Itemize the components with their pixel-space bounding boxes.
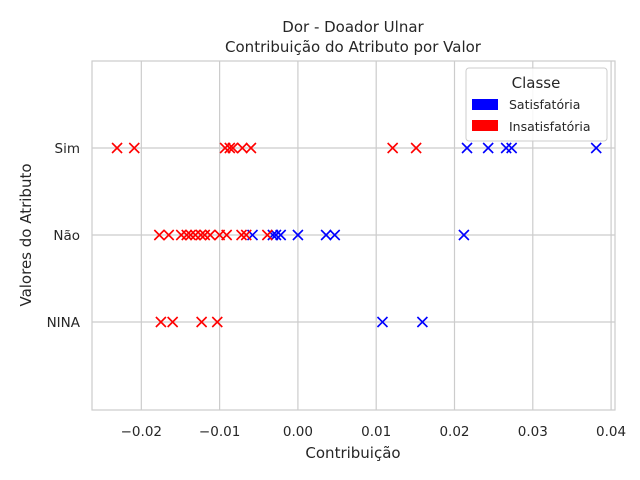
y-tick-label: Não xyxy=(53,228,80,244)
data-point-insatisfatoria xyxy=(111,142,123,154)
x-tick-label: 0.00 xyxy=(283,424,313,440)
chart-subtitle: Contribuição do Atributo por Valor xyxy=(225,38,482,56)
data-point-insatisfatoria xyxy=(163,229,175,241)
x-axis-label: Contribuição xyxy=(305,444,400,462)
data-point-satisfatoria xyxy=(267,229,279,241)
data-point-insatisfatoria xyxy=(195,229,207,241)
legend: Classe Satisfatória Insatisfatória xyxy=(465,67,608,142)
data-point-satisfatoria xyxy=(590,142,602,154)
data-point-satisfatoria xyxy=(320,229,332,241)
x-tick-label: −0.01 xyxy=(199,424,240,440)
data-point-satisfatoria xyxy=(416,316,428,328)
x-tick-label: 0.03 xyxy=(518,424,548,440)
data-point-insatisfatoria xyxy=(189,229,201,241)
data-point-insatisfatoria xyxy=(240,229,252,241)
data-points xyxy=(111,142,602,328)
data-point-satisfatoria xyxy=(292,229,304,241)
y-tick-labels: Sim Não NINA xyxy=(47,141,81,331)
data-point-insatisfatoria xyxy=(185,229,197,241)
data-point-satisfatoria xyxy=(270,229,282,241)
data-point-satisfatoria xyxy=(329,229,341,241)
data-point-insatisfatoria xyxy=(410,142,422,154)
data-point-insatisfatoria xyxy=(235,229,248,241)
x-tick-labels: −0.02 −0.01 0.00 0.01 0.02 0.03 0.04 xyxy=(121,424,626,440)
data-point-insatisfatoria xyxy=(261,229,273,241)
data-point-insatisfatoria xyxy=(175,229,187,241)
data-point-insatisfatoria xyxy=(221,229,233,241)
data-point-insatisfatoria xyxy=(224,142,236,154)
legend-title: Classe xyxy=(512,74,561,92)
chart-title: Dor - Doador Ulnar xyxy=(282,18,424,36)
legend-swatch-insatisfatoria xyxy=(472,120,498,131)
data-point-satisfatoria xyxy=(458,229,470,241)
plot-frame xyxy=(91,60,616,411)
data-point-insatisfatoria xyxy=(211,316,223,328)
data-point-insatisfatoria xyxy=(227,142,239,154)
data-point-satisfatoria xyxy=(500,142,512,154)
data-point-insatisfatoria xyxy=(196,316,208,328)
data-point-insatisfatoria xyxy=(387,142,399,154)
data-point-insatisfatoria xyxy=(204,229,216,241)
data-point-insatisfatoria xyxy=(155,316,167,328)
y-axis-label: Valores do Atributo xyxy=(17,163,35,306)
legend-label-insatisfatoria: Insatisfatória xyxy=(509,119,591,134)
legend-label-satisfatoria: Satisfatória xyxy=(509,97,580,112)
data-point-insatisfatoria xyxy=(199,229,211,241)
data-point-satisfatoria xyxy=(461,142,473,154)
x-tick-label: 0.02 xyxy=(439,424,469,440)
y-tick-label: NINA xyxy=(47,315,81,331)
data-point-insatisfatoria xyxy=(128,142,140,154)
data-point-satisfatoria xyxy=(506,142,518,154)
y-tick-label: Sim xyxy=(55,141,80,157)
data-point-insatisfatoria xyxy=(167,316,179,328)
data-point-satisfatoria xyxy=(482,142,494,154)
legend-swatch-satisfatoria xyxy=(472,99,498,110)
data-point-insatisfatoria xyxy=(236,142,248,154)
data-point-satisfatoria xyxy=(275,229,287,241)
data-point-insatisfatoria xyxy=(219,142,231,154)
legend-box xyxy=(465,67,608,142)
data-point-insatisfatoria xyxy=(181,229,193,241)
data-point-insatisfatoria xyxy=(153,229,165,241)
data-point-insatisfatoria xyxy=(245,142,257,154)
x-tick-label: 0.01 xyxy=(361,424,391,440)
data-point-satisfatoria xyxy=(376,316,389,328)
x-tick-label: −0.02 xyxy=(121,424,162,440)
x-tick-label: 0.04 xyxy=(596,424,626,440)
